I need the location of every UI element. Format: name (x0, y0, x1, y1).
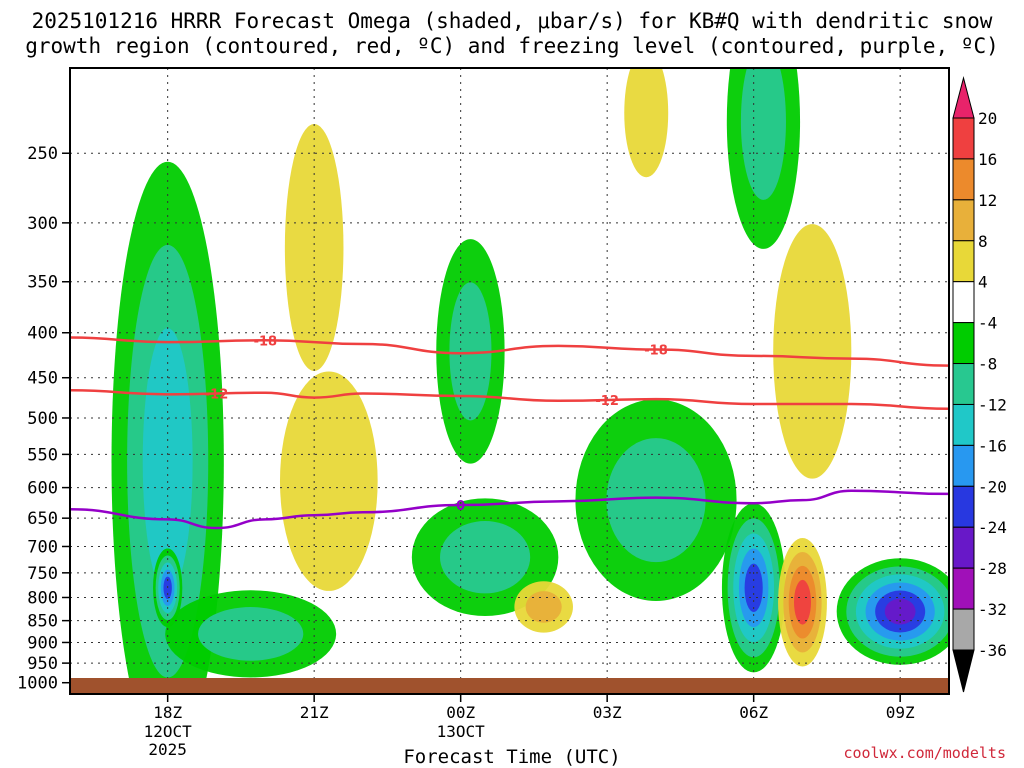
y-tick-label-800: 800 (27, 588, 58, 608)
colorbar-label--4: -4 (978, 314, 997, 333)
colorbar-label-4: 4 (978, 273, 988, 292)
x-tick-sublabel-12OCT: 12OCT (144, 722, 193, 741)
x-tick-label-03Z: 03Z (593, 703, 622, 722)
contour-label-dendritic-min-18C-0: -18 (254, 334, 278, 349)
x-tick-label-06Z: 06Z (739, 703, 768, 722)
pressure-axis: 2503003504004505005506006507007508008509… (17, 144, 70, 694)
omega-region-19z-lower-band-2 (198, 607, 304, 661)
contour-label-dendritic-max-12C-1: -12 (595, 394, 619, 409)
x-tick-sublabel-2025: 2025 (148, 740, 187, 759)
y-tick-label-750: 750 (27, 564, 58, 584)
colorbar-label--24: -24 (978, 518, 1007, 537)
chart-title-line-2: growth region (contoured, red, ºC) and f… (25, 34, 999, 58)
colorbar-segment-10 (952, 485, 975, 528)
x-tick-sublabel-13OCT: 13OCT (437, 722, 486, 741)
omega-core-07z-positive-band-4 (794, 579, 811, 625)
contour-dendritic-max-12C (70, 389, 949, 410)
y-tick-label-350: 350 (27, 273, 58, 293)
omega-region-04z-top-band-1 (624, 68, 669, 178)
colorbar-segment-11 (952, 526, 975, 569)
y-tick-label-450: 450 (27, 369, 58, 389)
colorbar-top-triangle (952, 76, 975, 119)
chart-title-line-1: 2025101216 HRRR Forecast Omega (shaded, … (31, 9, 993, 33)
source-credit[interactable]: coolwx.com/modelts (843, 744, 1006, 762)
contour-label-dendritic-min-18C-1: -18 (644, 344, 668, 359)
colorbar-segment-9 (952, 444, 975, 487)
y-tick-label-300: 300 (27, 214, 58, 234)
colorbar-segment-1 (952, 117, 975, 160)
y-tick-label-250: 250 (27, 144, 58, 164)
omega-region-00z-upper-band-2 (449, 282, 492, 421)
y-tick-label-1000: 1000 (17, 674, 58, 694)
omega-core-08z-negative-band-6 (884, 598, 916, 625)
omega-colorbar: 20 16 12 8 4 -4 -8 -12 -16 -20 -24 -28 -32 -36 (952, 76, 1007, 693)
colorbar-label-12: 12 (978, 191, 997, 210)
colorbar-label--12: -12 (978, 395, 1007, 414)
colorbar-label--16: -16 (978, 436, 1007, 455)
contour-layer: -18 -18 -12 -12 0 (70, 334, 949, 530)
y-tick-label-900: 900 (27, 633, 58, 653)
x-axis-title: Forecast Time (UTC) (403, 746, 621, 768)
colorbar-segment-13 (952, 608, 975, 651)
colorbar-segment-4 (952, 240, 975, 283)
omega-region-01z-lower-band-2 (440, 521, 531, 594)
colorbar-bottom-triangle (952, 649, 975, 693)
omega-region-02z-low-band-2 (525, 591, 562, 623)
colorbar-label-20: 20 (978, 109, 997, 128)
contour-label-dendritic-max-12C-0: -12 (205, 388, 229, 403)
y-tick-label-950: 950 (27, 654, 58, 674)
contour-freezing-level-0C (70, 489, 949, 530)
omega-region-07z-upper-band-1 (773, 224, 852, 479)
colorbar-label--32: -32 (978, 600, 1007, 619)
omega-region-23z-upper-band-1 (284, 124, 344, 372)
colorbar-segment-7 (952, 363, 975, 405)
colorbar-label--36: -36 (978, 641, 1007, 660)
contour-dendritic-min-18C (70, 336, 949, 367)
y-tick-label-850: 850 (27, 612, 58, 632)
colorbar-segment-3 (952, 199, 975, 242)
omega-region-04z-mid-band-2 (606, 438, 706, 563)
colorbar-segment-5 (952, 281, 975, 324)
colorbar-label-16: 16 (978, 150, 997, 169)
colorbar-segment-6 (952, 322, 975, 365)
colorbar-label--8: -8 (978, 355, 997, 374)
y-tick-label-500: 500 (27, 409, 58, 429)
colorbar-segment-12 (952, 567, 975, 610)
x-tick-label-09Z: 09Z (886, 703, 915, 722)
omega-shading-layer (111, 68, 949, 694)
ground-surface-bar (70, 678, 949, 694)
colorbar-label--28: -28 (978, 559, 1007, 578)
x-tick-label-21Z: 21Z (300, 703, 329, 722)
x-tick-label-00Z: 00Z (446, 703, 475, 722)
y-tick-label-400: 400 (27, 324, 58, 344)
y-tick-label-650: 650 (27, 509, 58, 529)
y-tick-label-550: 550 (27, 445, 58, 465)
y-tick-label-700: 700 (27, 537, 58, 557)
colorbar-label-8: 8 (978, 232, 988, 251)
contour-label-freezing-level-0C-0: 0 (456, 499, 465, 514)
omega-region-23z-mid-band-1 (279, 371, 378, 591)
colorbar-label--20: -20 (978, 477, 1007, 496)
plot-frame (69, 67, 950, 695)
y-tick-label-600: 600 (27, 479, 58, 499)
omega-region-06z-top-band-2 (740, 68, 786, 200)
colorbar-segment-8 (952, 403, 975, 446)
colorbar-segment-2 (952, 158, 975, 201)
x-tick-label-18Z: 18Z (153, 703, 182, 722)
